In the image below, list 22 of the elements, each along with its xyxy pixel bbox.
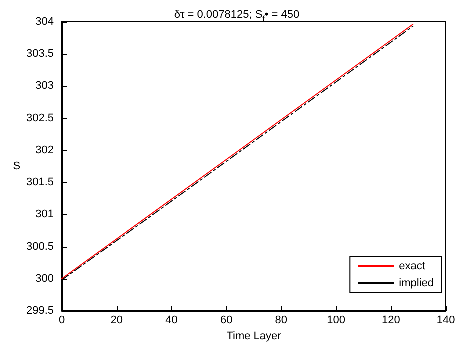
y-tick-label: 303.5 bbox=[26, 48, 54, 60]
legend-label: exact bbox=[399, 260, 426, 272]
x-tick-label: 0 bbox=[58, 314, 66, 326]
y-tick-label: 302.5 bbox=[26, 112, 54, 124]
x-axis-title: Time Layer bbox=[226, 330, 282, 342]
legend-label: implied bbox=[399, 278, 434, 290]
y-tick-label: 304 bbox=[36, 16, 54, 28]
x-tick-label: 100 bbox=[327, 314, 346, 326]
y-axis-title: S bbox=[13, 160, 21, 172]
x-tick-label: 80 bbox=[275, 314, 288, 326]
y-tick-label: 299.5 bbox=[26, 305, 54, 317]
y-tick-label: 300 bbox=[36, 272, 54, 285]
x-tick-label: 120 bbox=[382, 314, 400, 326]
x-tick-label: 20 bbox=[110, 314, 123, 326]
x-tick-label: 60 bbox=[220, 314, 233, 326]
y-tick-label: 301.5 bbox=[26, 176, 54, 189]
x-tick-label: 40 bbox=[166, 314, 178, 326]
y-tick-label: 301 bbox=[36, 208, 54, 221]
y-tick-label: 302 bbox=[36, 144, 54, 156]
y-tick-label: 303 bbox=[36, 80, 54, 92]
x-tick-label: 140 bbox=[436, 314, 456, 326]
y-tick-label: 300.5 bbox=[26, 240, 54, 253]
